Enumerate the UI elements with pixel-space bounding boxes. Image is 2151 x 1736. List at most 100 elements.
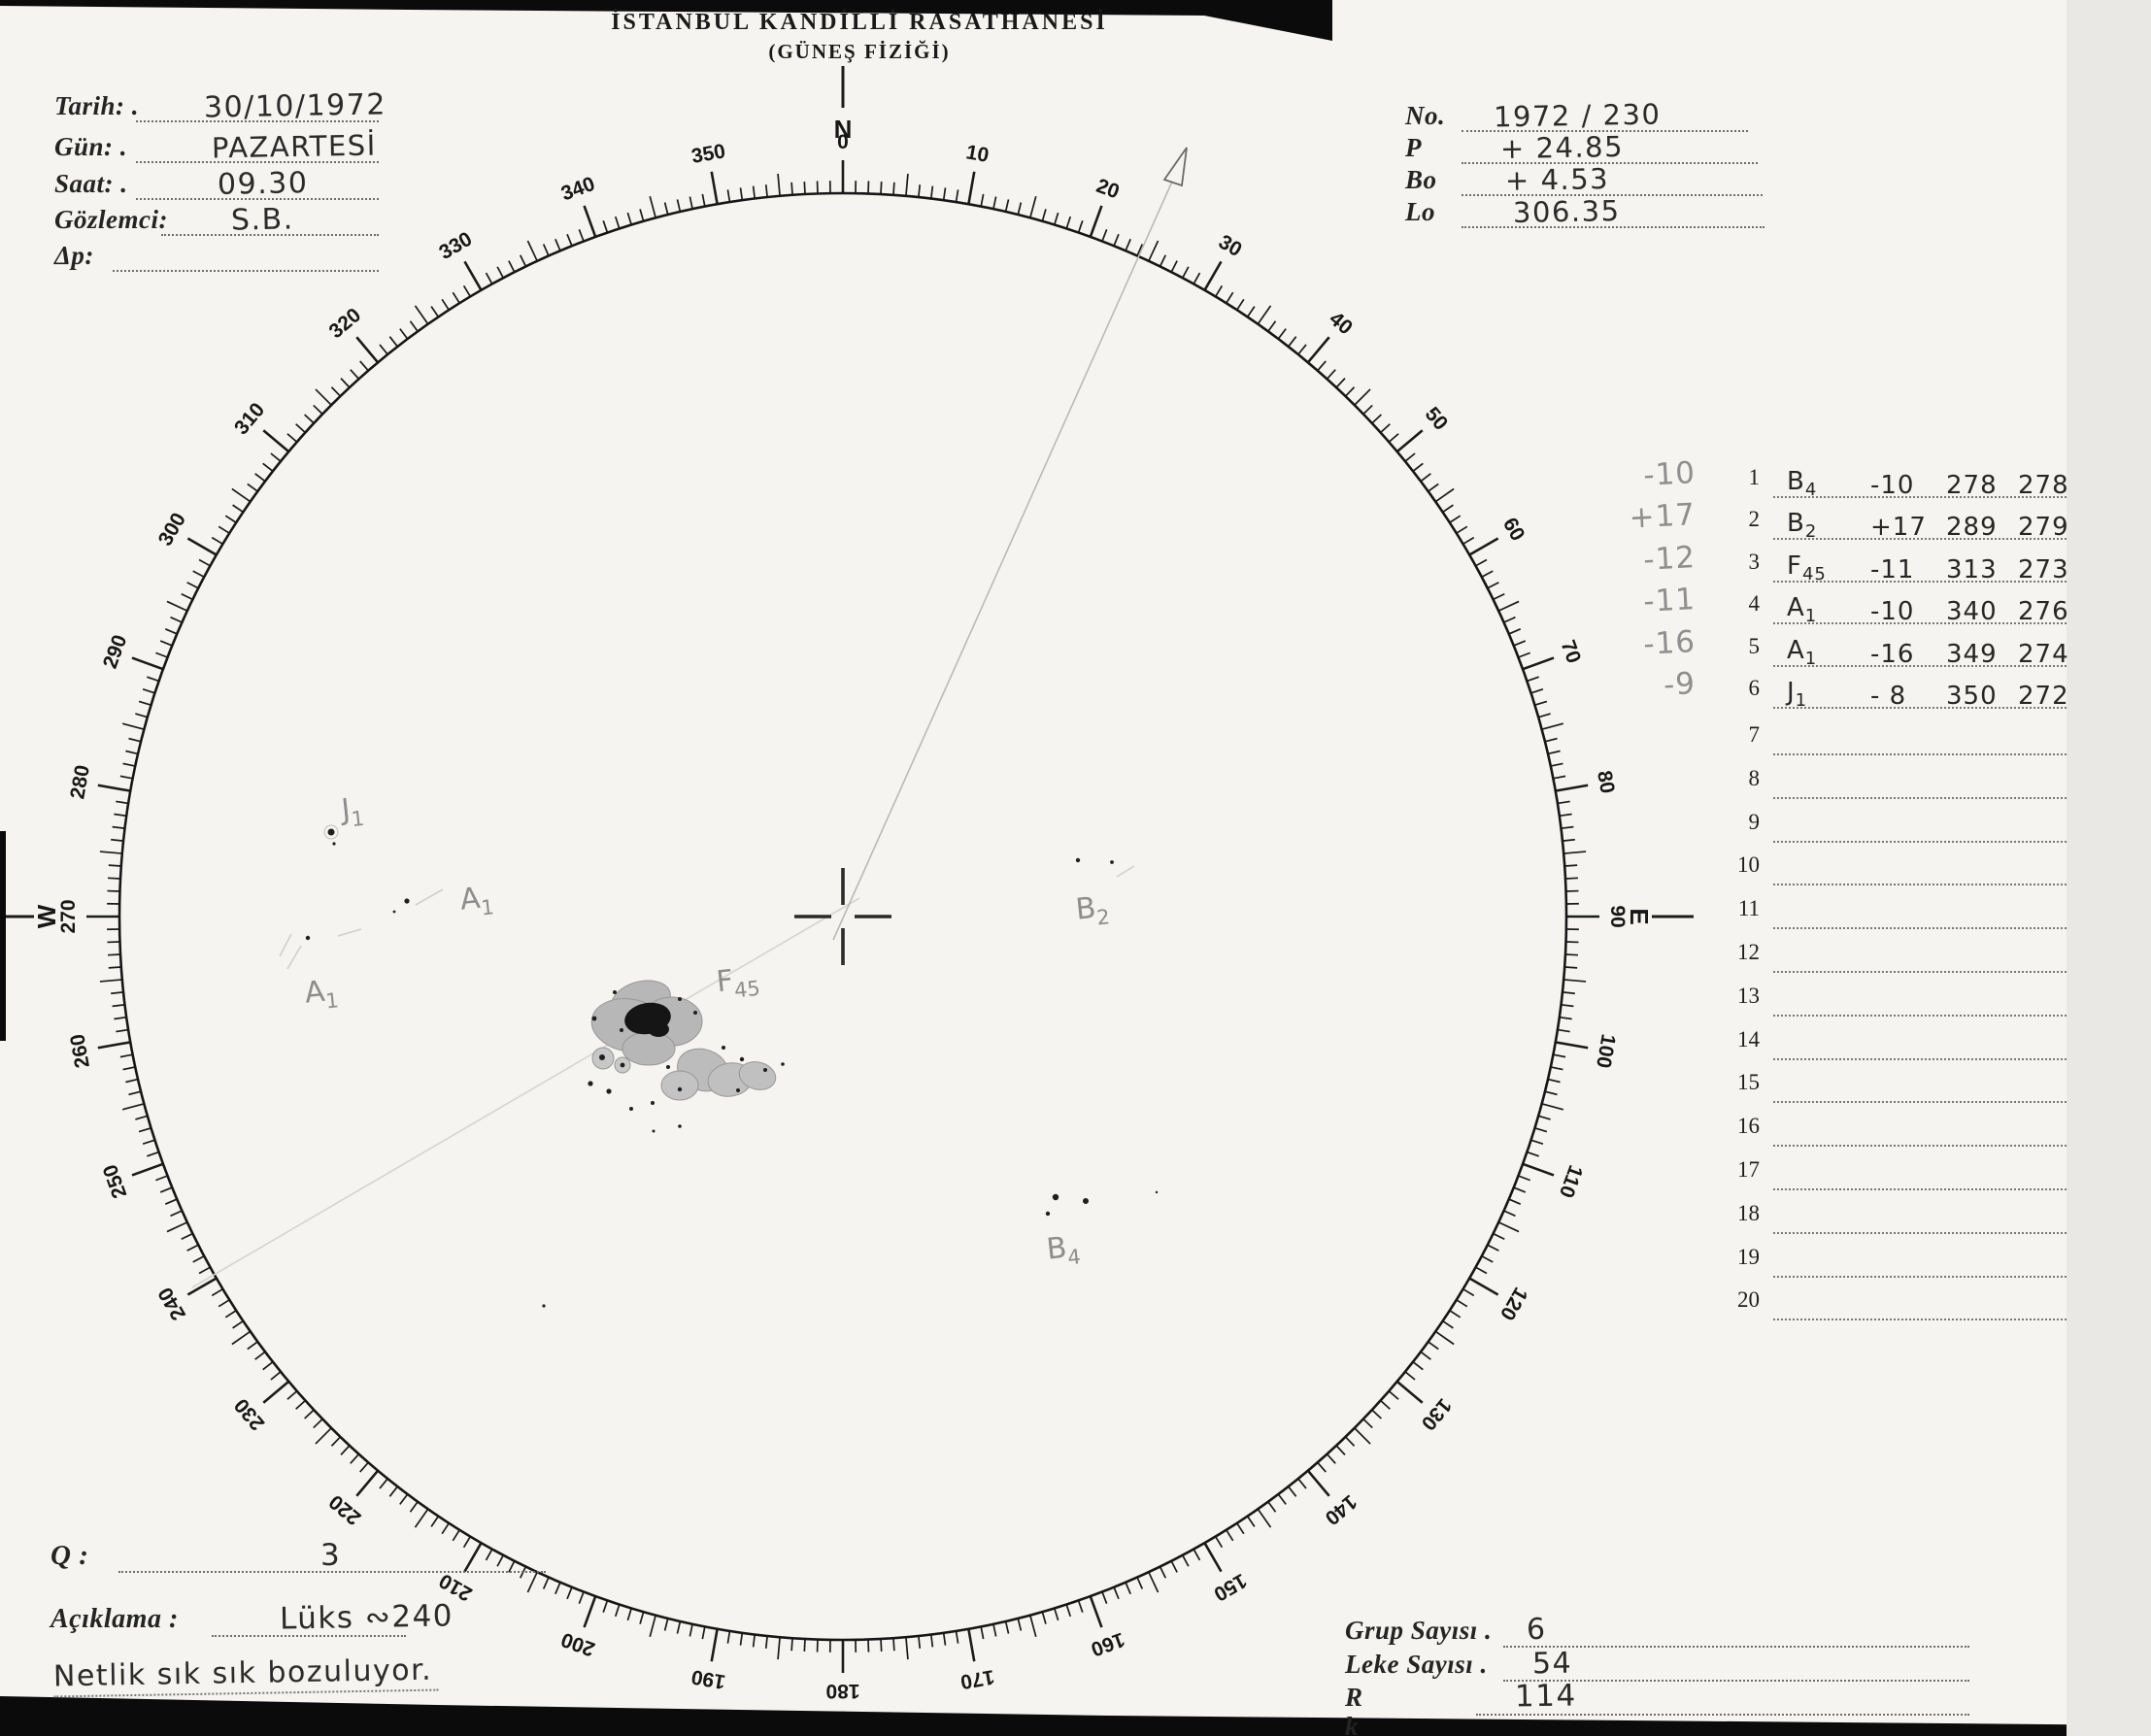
degree-tick xyxy=(1503,1210,1516,1218)
field-label-tarih: Tarih: . xyxy=(54,91,140,120)
sunspot-dot xyxy=(651,1101,655,1105)
degree-tick xyxy=(262,462,274,473)
degree-tick xyxy=(1065,216,1072,229)
degree-tick xyxy=(122,1066,136,1071)
degree-tick xyxy=(1257,305,1272,325)
degree-tick xyxy=(186,1277,218,1296)
degree-tick xyxy=(414,305,429,325)
leke-sayisi-label: Leke Sayısı . xyxy=(1345,1650,1488,1679)
degree-tick xyxy=(519,254,527,267)
table-longitude-value: 289 xyxy=(1946,513,1998,543)
degree-tick xyxy=(1475,558,1488,567)
degree-tick xyxy=(1541,1102,1564,1111)
sunspot-dot xyxy=(763,1068,767,1072)
degree-tick xyxy=(1277,328,1287,340)
degree-tick xyxy=(1236,298,1245,311)
sunspot-dot xyxy=(620,1062,625,1068)
sunspot-dot xyxy=(542,1304,546,1308)
degree-tick xyxy=(330,386,342,397)
degree-tick xyxy=(441,1522,450,1535)
degree-tick xyxy=(1380,423,1391,434)
degree-tick xyxy=(125,1078,139,1084)
degree-tick xyxy=(777,173,781,196)
table-row: -11 4 A1 -10 340 276 xyxy=(1612,582,2078,627)
degree-tick xyxy=(777,1637,781,1660)
table-row: 12 xyxy=(1612,932,2078,975)
degree-tick xyxy=(359,1461,369,1473)
table-row-line: A1 -16 349 274 xyxy=(1773,626,2068,669)
degree-tick xyxy=(231,487,252,503)
degree-tick xyxy=(232,1319,244,1329)
degree-tick xyxy=(108,966,121,969)
sunspot-group-label: A1 xyxy=(458,881,495,920)
table-margin-value: -9 xyxy=(1663,666,1697,703)
page-title: İSTANBUL KANDİLLİ RASATHANESİ xyxy=(611,10,1108,35)
table-row-line xyxy=(1773,976,2067,1017)
aciklama-value: Lüks ∾240 xyxy=(279,1598,454,1637)
degree-tick xyxy=(1267,320,1277,332)
degree-tick xyxy=(1462,1287,1475,1297)
table-row-number: 1 xyxy=(1748,465,1761,489)
grup-sayisi-value: 6 xyxy=(1526,1612,1547,1648)
degree-tick xyxy=(1475,1266,1488,1275)
table-row: 7 xyxy=(1612,715,2078,757)
degree-tick xyxy=(803,1638,806,1653)
degree-tick xyxy=(122,762,136,767)
degree-tick xyxy=(147,1151,159,1157)
table-carrington-value: 276 xyxy=(2018,597,2069,627)
degree-tick xyxy=(1354,388,1371,406)
degree-tick xyxy=(463,260,483,291)
degree-tick xyxy=(967,1628,976,1662)
degree-tick xyxy=(1089,1595,1103,1628)
degree-tick xyxy=(764,184,768,198)
degree-tick xyxy=(164,1198,178,1205)
table-carrington-value: 272 xyxy=(2018,682,2069,711)
degree-tick xyxy=(463,1542,483,1573)
degree-tick xyxy=(147,676,159,683)
degree-tick xyxy=(1513,1186,1527,1193)
degree-tick xyxy=(388,1486,399,1497)
degree-tick xyxy=(1125,1582,1131,1595)
degree-tick xyxy=(379,1478,388,1489)
degree-tick xyxy=(1456,525,1468,534)
degree-tick xyxy=(112,825,125,830)
sunspot-dot xyxy=(327,828,335,836)
degree-tick xyxy=(1550,1066,1563,1071)
sunspot-dot xyxy=(392,910,396,914)
degree-tick xyxy=(892,182,895,195)
degree-tick xyxy=(1380,1399,1391,1410)
degree-tick xyxy=(1420,473,1431,483)
field-line-no xyxy=(1462,103,1748,132)
degree-tick xyxy=(918,1635,922,1649)
degree-tick xyxy=(313,1418,323,1429)
degree-tick xyxy=(967,171,976,205)
degree-tick xyxy=(485,272,493,284)
degree-tick xyxy=(1442,504,1454,514)
degree-tick xyxy=(1148,240,1160,262)
q-value: 3 xyxy=(319,1537,342,1574)
degree-tick xyxy=(508,260,516,273)
degree-tick xyxy=(315,1427,332,1445)
aciklama-line xyxy=(212,1608,406,1637)
q-label: Q : xyxy=(50,1540,89,1571)
r-label: R xyxy=(1345,1683,1363,1712)
degree-tick xyxy=(1388,1390,1399,1400)
table-group-type: A1 xyxy=(1787,593,1818,627)
degree-tick xyxy=(980,193,985,207)
sunspot-dot xyxy=(332,842,336,846)
degree-tick xyxy=(639,1611,645,1624)
degree-tick xyxy=(247,1341,258,1351)
degree-tick xyxy=(350,1453,360,1464)
sunspot-dot xyxy=(739,1056,745,1062)
degree-tick xyxy=(1564,864,1578,867)
sunspot-halo xyxy=(323,824,339,840)
degree-tick xyxy=(1508,1198,1522,1205)
degree-tick xyxy=(1028,1615,1037,1638)
pencil-stroke xyxy=(415,888,444,906)
table-row: -9 6 J1 - 8 350 272 xyxy=(1612,666,2078,711)
table-row-number: 9 xyxy=(1748,809,1761,834)
degree-tick xyxy=(1559,1016,1572,1020)
degree-tick xyxy=(710,171,719,205)
degree-tick xyxy=(1004,199,1010,213)
